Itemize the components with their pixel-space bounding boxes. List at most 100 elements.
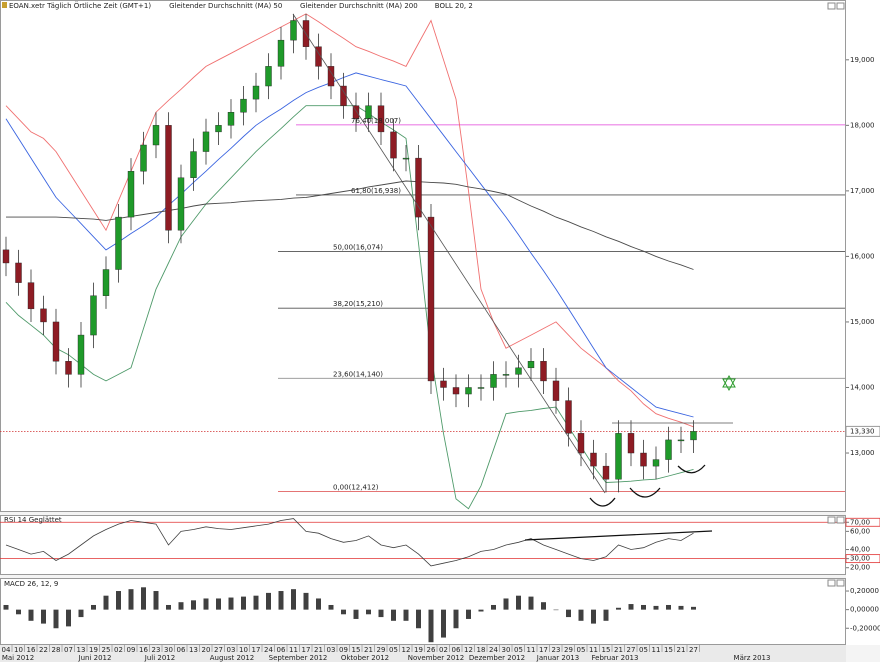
candle-body bbox=[2, 249, 10, 264]
x-tick-label: 21 bbox=[364, 646, 373, 654]
x-tick-label: 17 bbox=[539, 646, 548, 654]
histogram-bar bbox=[91, 604, 96, 610]
candle-body bbox=[565, 400, 572, 434]
histogram-bar bbox=[141, 587, 146, 610]
symbol-icon bbox=[2, 2, 7, 8]
candle-body bbox=[240, 98, 247, 113]
candle-body bbox=[202, 131, 210, 152]
panel-button[interactable] bbox=[827, 516, 836, 524]
level-marker bbox=[845, 554, 880, 564]
candle-body bbox=[690, 431, 697, 441]
y-tick-label: 0,00000 bbox=[850, 606, 879, 614]
period-label: Februar 2013 bbox=[592, 654, 639, 662]
candle-body bbox=[102, 269, 110, 296]
histogram-bar bbox=[53, 609, 59, 629]
histogram-bar bbox=[278, 591, 284, 610]
chart-title[interactable]: EOAN.xetr Täglich Örtliche Zeit (GMT+1) bbox=[9, 1, 151, 10]
candle-body bbox=[215, 125, 222, 133]
candle-body bbox=[615, 433, 622, 480]
period-label: November 2012 bbox=[408, 654, 464, 662]
candle-body bbox=[377, 105, 385, 133]
histogram-bar bbox=[391, 609, 396, 621]
panel-buttons[interactable] bbox=[827, 2, 845, 587]
histogram-bar bbox=[416, 609, 421, 629]
period-label: Juli 2012 bbox=[144, 654, 175, 662]
legend-entry[interactable]: Gleitender Durchschnitt (MA) 200 bbox=[300, 2, 418, 10]
x-tick-label: 11 bbox=[289, 646, 298, 654]
histogram-bar bbox=[153, 591, 159, 610]
histogram-bar bbox=[541, 602, 546, 610]
last-price-label: 13,330 bbox=[850, 427, 875, 435]
period-label: Oktober 2012 bbox=[341, 654, 389, 662]
panel-button[interactable] bbox=[836, 579, 845, 587]
x-tick-label: 15 bbox=[352, 646, 361, 654]
histogram-bar bbox=[378, 609, 384, 618]
level-marker bbox=[845, 517, 880, 527]
y-tick-label: 17,000 bbox=[850, 187, 875, 195]
histogram-bar bbox=[103, 595, 109, 610]
y-tick-label: 20,00 bbox=[850, 564, 870, 572]
plot-layers bbox=[0, 13, 849, 643]
candle-body bbox=[190, 151, 197, 178]
x-tick-label: 28 bbox=[52, 646, 61, 654]
x-tick-label: 24 bbox=[489, 646, 498, 654]
histogram-bar bbox=[691, 606, 696, 610]
macd-title[interactable]: MACD 26, 12, 9 bbox=[4, 580, 58, 588]
candle-body bbox=[140, 144, 147, 172]
x-tick-label: 27 bbox=[689, 646, 698, 654]
histogram-bar bbox=[466, 609, 471, 619]
y-tick-label: 18,000 bbox=[850, 121, 875, 129]
candle-body bbox=[265, 66, 272, 87]
candle-body bbox=[127, 171, 135, 218]
histogram-bar bbox=[3, 604, 9, 610]
histogram-bar bbox=[228, 597, 234, 610]
histogram-bar bbox=[241, 596, 246, 610]
histogram-bar bbox=[453, 609, 459, 629]
x-tick-label: 06 bbox=[452, 646, 461, 654]
panel-button[interactable] bbox=[827, 579, 836, 587]
x-tick-label: 20 bbox=[202, 646, 211, 654]
histogram-bar bbox=[628, 604, 634, 610]
x-tick-label: 03 bbox=[227, 646, 236, 654]
y-tick-label: 13,000 bbox=[850, 449, 875, 457]
fib-label: 50,00(16,074) bbox=[333, 244, 383, 252]
candle-body bbox=[490, 374, 497, 388]
fib-label: 38,20(15,210) bbox=[333, 300, 383, 308]
histogram-bar bbox=[191, 600, 196, 610]
candle-body bbox=[640, 452, 647, 467]
rsi-line bbox=[5, 518, 694, 567]
price-panel bbox=[0, 0, 846, 512]
candle-body bbox=[65, 361, 72, 375]
x-tick-label: 27 bbox=[627, 646, 636, 654]
panel-button[interactable] bbox=[836, 2, 845, 10]
candle-body bbox=[665, 439, 672, 460]
x-tick-label: 13 bbox=[77, 646, 86, 654]
y-tick-label: 16,000 bbox=[850, 252, 875, 260]
histogram-bar bbox=[491, 604, 496, 610]
candle-body bbox=[352, 105, 360, 119]
legend-entry[interactable]: Gleitender Durchschnitt (MA) 50 bbox=[169, 2, 282, 10]
period-label: Dezember 2012 bbox=[469, 654, 525, 662]
candle-body bbox=[390, 131, 397, 159]
candle-body bbox=[77, 334, 85, 375]
x-tick-label: 27 bbox=[214, 646, 223, 654]
histogram-bar bbox=[653, 605, 659, 610]
panel-button[interactable] bbox=[836, 516, 845, 524]
histogram-bar bbox=[328, 604, 334, 610]
period-label: März 2013 bbox=[734, 654, 771, 662]
x-tick-label: 19 bbox=[414, 646, 423, 654]
candle-body bbox=[502, 374, 510, 376]
x-tick-label: 05 bbox=[639, 646, 648, 654]
histogram-bar bbox=[353, 609, 359, 619]
candle-body bbox=[327, 66, 335, 87]
histogram-bar bbox=[641, 604, 646, 610]
trend-line bbox=[292, 13, 606, 494]
x-tick-label: 24 bbox=[264, 646, 273, 654]
rsi-title[interactable]: RSI 14 Geglättet bbox=[4, 516, 62, 524]
candle-body bbox=[177, 177, 185, 231]
panel-button[interactable] bbox=[827, 2, 836, 10]
x-tick-label: 10 bbox=[14, 646, 23, 654]
histogram-bar bbox=[203, 598, 209, 610]
fib-label: 76,40(18,007) bbox=[351, 117, 401, 125]
x-tick-label: 12 bbox=[464, 646, 473, 654]
